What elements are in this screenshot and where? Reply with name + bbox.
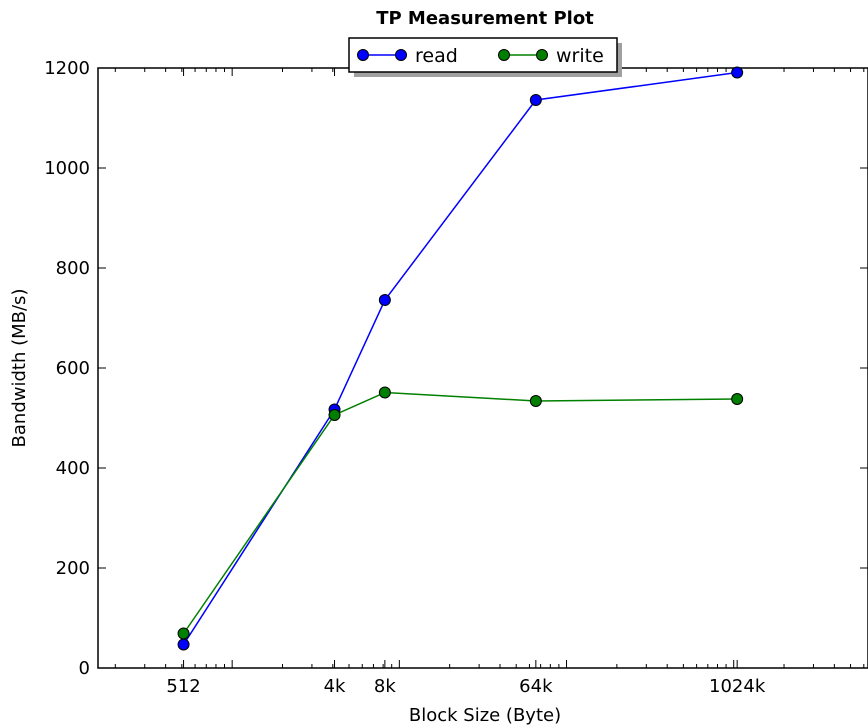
series-layer — [177, 66, 744, 651]
y-axis-label: Bandwidth (MB/s) — [9, 289, 30, 448]
plot-border — [97, 67, 868, 669]
series-line-write — [182, 391, 738, 634]
series-line-read — [182, 71, 738, 645]
plot-area — [97, 67, 868, 669]
legend-marker-write — [536, 49, 548, 61]
y-tick-label: 400 — [56, 458, 90, 479]
data-point-read — [731, 66, 744, 79]
data-point-read — [378, 294, 391, 306]
legend-marker-write — [498, 49, 510, 61]
x-tick-label: 8k — [374, 676, 396, 697]
y-axis: 0 200 400 600 800 1000 1200 — [44, 58, 868, 679]
legend: read write — [348, 37, 622, 77]
x-tick-label: 64k — [519, 676, 553, 697]
data-point-write — [529, 395, 542, 407]
data-point-read — [177, 638, 190, 651]
x-axis-label: Block Size (Byte) — [409, 705, 561, 726]
y-tick-label: 600 — [56, 358, 90, 379]
y-tick-label: 1000 — [44, 158, 90, 179]
y-tick-label: 800 — [56, 258, 90, 279]
x-tick-label: 4k — [324, 676, 346, 697]
data-point-write — [328, 409, 341, 421]
data-point-write — [177, 627, 190, 640]
x-tick-label: 512 — [166, 676, 200, 697]
y-tick-label: 1200 — [44, 58, 90, 79]
legend-label-read: read — [415, 45, 458, 67]
legend-marker-read — [357, 49, 369, 61]
data-point-write — [731, 393, 744, 405]
legend-label-write: write — [556, 45, 604, 67]
data-point-read — [529, 94, 542, 106]
chart-title: TP Measurement Plot — [376, 8, 594, 29]
x-tick-label: 1024k — [709, 676, 766, 697]
legend-marker-read — [395, 49, 407, 61]
data-point-write — [378, 386, 391, 399]
y-tick-label: 0 — [79, 658, 90, 679]
y-tick-label: 200 — [56, 558, 90, 579]
